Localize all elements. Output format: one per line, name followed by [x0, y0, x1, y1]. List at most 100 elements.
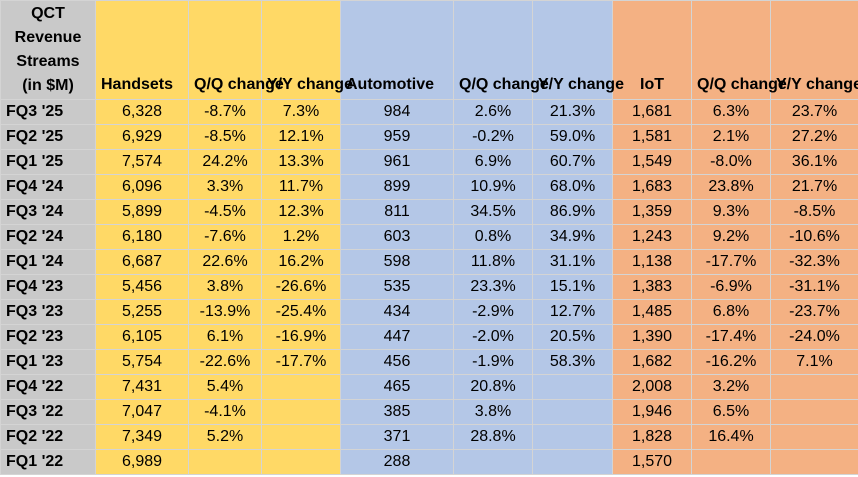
cell-automotive-qq: 20.8% — [453, 374, 533, 400]
cell-automotive-qq: 0.8% — [453, 224, 533, 250]
cell-iot-value: 1,570 — [612, 449, 692, 475]
cell-iot-value: 1,138 — [612, 249, 692, 275]
cell-automotive-yy — [532, 424, 613, 450]
cell-iot-qq: 9.2% — [691, 224, 771, 250]
cell-handsets-value: 6,687 — [95, 249, 189, 275]
header-iot-yy: Y/Y change — [770, 0, 858, 100]
cell-iot-yy: -31.1% — [770, 274, 858, 300]
cell-iot-qq: 3.2% — [691, 374, 771, 400]
cell-iot-yy: 21.7% — [770, 174, 858, 200]
cell-row-label: FQ2 '24 — [0, 224, 96, 250]
header-row: QCT Revenue Streams (in $M) Handsets Q/Q… — [0, 0, 858, 100]
cell-handsets-value: 7,047 — [95, 399, 189, 425]
cell-automotive-value: 465 — [340, 374, 454, 400]
cell-iot-value: 1,549 — [612, 149, 692, 175]
table-row: FQ4 '22 7,431 5.4% 465 20.8% 2,008 3.2% — [0, 374, 858, 400]
cell-iot-qq: -17.4% — [691, 324, 771, 350]
cell-automotive-value: 959 — [340, 124, 454, 150]
cell-iot-value: 1,485 — [612, 299, 692, 325]
cell-handsets-value: 6,989 — [95, 449, 189, 475]
cell-automotive-yy — [532, 399, 613, 425]
cell-row-label: FQ3 '23 — [0, 299, 96, 325]
cell-automotive-value: 598 — [340, 249, 454, 275]
cell-row-label: FQ1 '22 — [0, 449, 96, 475]
cell-iot-qq: -16.2% — [691, 349, 771, 375]
cell-iot-yy: -24.0% — [770, 324, 858, 350]
cell-handsets-value: 6,180 — [95, 224, 189, 250]
table-row: FQ2 '22 7,349 5.2% 371 28.8% 1,828 16.4% — [0, 424, 858, 450]
cell-iot-qq: 23.8% — [691, 174, 771, 200]
cell-handsets-value: 7,349 — [95, 424, 189, 450]
cell-row-label: FQ3 '22 — [0, 399, 96, 425]
cell-handsets-yy — [261, 399, 341, 425]
cell-automotive-value: 447 — [340, 324, 454, 350]
cell-automotive-value: 535 — [340, 274, 454, 300]
table-row: FQ1 '24 6,687 22.6% 16.2% 598 11.8% 31.1% 1,138… — [0, 249, 858, 275]
header-iot-qq: Q/Q change — [691, 0, 787, 100]
cell-automotive-qq: -0.2% — [453, 124, 533, 150]
cell-iot-yy: -8.5% — [770, 199, 858, 225]
table-body: FQ3 '25 6,328 -8.7% 7.3% 984 2.6% 21.3% 1,681 6.… — [0, 99, 858, 475]
cell-automotive-qq: 28.8% — [453, 424, 533, 450]
header-automotive-qq: Q/Q change — [453, 0, 549, 100]
cell-row-label: FQ2 '22 — [0, 424, 96, 450]
cell-handsets-yy — [261, 374, 341, 400]
cell-automotive-yy: 59.0% — [532, 124, 613, 150]
cell-iot-yy: -32.3% — [770, 249, 858, 275]
cell-automotive-yy: 58.3% — [532, 349, 613, 375]
cell-automotive-qq — [453, 449, 533, 475]
cell-iot-qq: 16.4% — [691, 424, 771, 450]
cell-row-label: FQ2 '23 — [0, 324, 96, 350]
cell-automotive-value: 899 — [340, 174, 454, 200]
cell-handsets-qq: -7.6% — [188, 224, 262, 250]
cell-handsets-qq: 6.1% — [188, 324, 262, 350]
cell-iot-yy: -23.7% — [770, 299, 858, 325]
cell-iot-value: 1,681 — [612, 99, 692, 125]
table-row: FQ1 '22 6,989 288 1,570 — [0, 449, 858, 475]
cell-row-label: FQ2 '25 — [0, 124, 96, 150]
cell-automotive-value: 288 — [340, 449, 454, 475]
cell-handsets-yy: 11.7% — [261, 174, 341, 200]
cell-iot-yy — [770, 399, 858, 425]
cell-handsets-qq: -8.7% — [188, 99, 262, 125]
cell-handsets-value: 5,754 — [95, 349, 189, 375]
cell-automotive-qq: -1.9% — [453, 349, 533, 375]
cell-iot-yy — [770, 374, 858, 400]
cell-row-label: FQ4 '24 — [0, 174, 96, 200]
cell-iot-value: 1,946 — [612, 399, 692, 425]
cell-handsets-yy: 1.2% — [261, 224, 341, 250]
cell-handsets-value: 5,899 — [95, 199, 189, 225]
cell-automotive-qq: -2.0% — [453, 324, 533, 350]
cell-row-label: FQ3 '25 — [0, 99, 96, 125]
cell-iot-yy: -10.6% — [770, 224, 858, 250]
cell-handsets-qq: 3.8% — [188, 274, 262, 300]
cell-automotive-yy — [532, 374, 613, 400]
table-row: FQ4 '23 5,456 3.8% -26.6% 535 23.3% 15.1% 1,383… — [0, 274, 858, 300]
cell-automotive-value: 603 — [340, 224, 454, 250]
header-handsets: Handsets — [95, 0, 189, 100]
cell-automotive-qq: 6.9% — [453, 149, 533, 175]
cell-automotive-qq: 3.8% — [453, 399, 533, 425]
cell-handsets-value: 6,096 — [95, 174, 189, 200]
cell-handsets-yy: 16.2% — [261, 249, 341, 275]
cell-handsets-yy: -26.6% — [261, 274, 341, 300]
cell-iot-value: 1,682 — [612, 349, 692, 375]
cell-handsets-yy: -17.7% — [261, 349, 341, 375]
cell-handsets-qq: 3.3% — [188, 174, 262, 200]
cell-row-label: FQ1 '24 — [0, 249, 96, 275]
cell-handsets-qq — [188, 449, 262, 475]
table-row: FQ4 '24 6,096 3.3% 11.7% 899 10.9% 68.0% 1,683 2… — [0, 174, 858, 200]
cell-handsets-qq: -4.1% — [188, 399, 262, 425]
cell-iot-value: 1,359 — [612, 199, 692, 225]
cell-handsets-qq: 5.2% — [188, 424, 262, 450]
table-row: FQ3 '24 5,899 -4.5% 12.3% 811 34.5% 86.9% 1,359… — [0, 199, 858, 225]
cell-automotive-qq: 2.6% — [453, 99, 533, 125]
header-handsets-yy: Y/Y change — [261, 0, 353, 100]
cell-iot-qq: -6.9% — [691, 274, 771, 300]
cell-iot-qq: -8.0% — [691, 149, 771, 175]
cell-automotive-value: 434 — [340, 299, 454, 325]
cell-automotive-value: 811 — [340, 199, 454, 225]
cell-handsets-value: 5,456 — [95, 274, 189, 300]
cell-iot-yy — [770, 424, 858, 450]
cell-handsets-value: 7,574 — [95, 149, 189, 175]
